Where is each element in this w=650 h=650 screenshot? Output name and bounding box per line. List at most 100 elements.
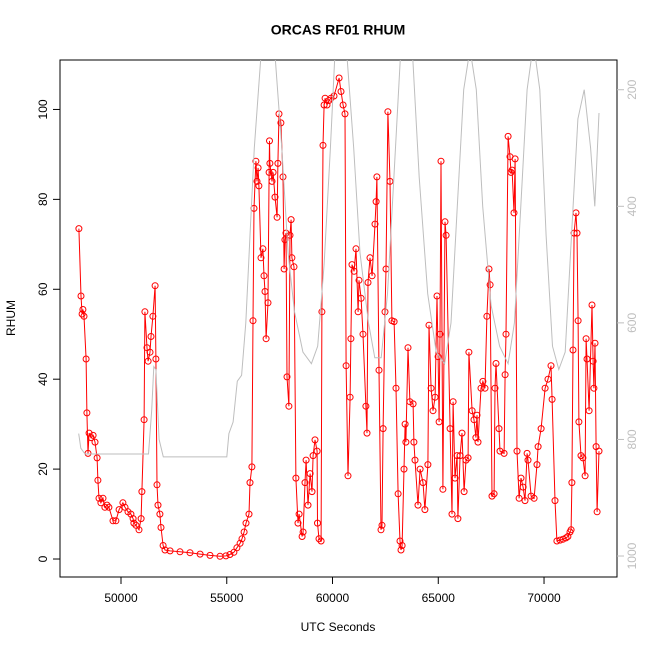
data-point [82,355,90,363]
data-point [299,528,307,536]
data-point [473,411,481,419]
data-point [141,308,149,316]
data-point [446,425,454,433]
data-point [372,198,380,206]
data-point [409,400,417,408]
data-point [373,173,381,181]
data-point [311,436,319,444]
plot-area [75,60,603,560]
data-point [233,544,241,552]
data-point [396,537,404,545]
data-point [465,348,473,356]
data-point [273,213,281,221]
data-point [350,267,358,275]
data-point [519,483,527,491]
data-point [453,452,461,460]
data-point [222,552,230,560]
data-point [129,515,137,523]
data-point [320,101,328,109]
y2-tick-label: 800 [625,429,639,449]
data-point [260,272,268,280]
data-point [85,429,93,437]
y2-tick-label: 1000 [625,542,639,569]
data-point [366,254,374,262]
data-point [79,306,87,313]
data-point [105,503,113,511]
data-point [492,360,500,367]
data-point [137,515,145,523]
data-point [553,537,561,545]
data-point [119,499,127,507]
data-point [317,537,325,545]
data-point [537,425,545,433]
data-point [91,438,99,446]
data-point [140,416,148,424]
data-point [500,449,508,457]
data-point [501,371,509,379]
y2-tick-label: 600 [625,313,639,333]
data-point [77,292,85,300]
data-point [588,301,596,309]
data-point [368,272,376,280]
data-point [249,317,257,325]
data-point [364,279,372,286]
data-point [524,456,532,464]
data-point [257,254,265,262]
data-point [442,231,450,239]
data-point [109,517,117,525]
data-point [138,488,146,496]
data-point [378,521,386,529]
data-point [504,132,512,140]
data-point [510,209,518,217]
data-point [264,299,272,307]
data-point [319,141,327,149]
data-point [384,108,392,116]
x-tick-label: 65000 [422,591,456,605]
data-point [508,166,516,174]
data-point [402,438,410,446]
data-point [339,101,347,109]
x-tick-label: 50000 [104,591,138,605]
data-point [99,494,107,502]
data-point [290,263,298,271]
x-tick-label: 55000 [210,591,244,605]
data-point [414,501,422,509]
data-point [314,519,321,527]
data-point [590,384,598,392]
data-point [94,476,102,484]
data-point [591,339,599,347]
data-point [515,494,523,502]
data-point [144,357,152,365]
data-point [323,101,331,109]
data-point [254,164,262,172]
data-point [437,157,445,165]
data-point [346,393,354,401]
data-point [149,312,157,320]
data-point [352,245,360,253]
data-point [574,317,582,325]
data-point [419,479,427,487]
data-point [398,542,406,549]
data-point [431,393,439,401]
data-point [427,384,435,392]
data-point [451,474,459,482]
data-point [567,526,575,534]
data-point [112,517,120,525]
data-point [474,438,482,446]
data-point [454,515,462,523]
data-point [261,288,269,295]
data-point [575,418,583,426]
data-point [80,312,88,320]
data-point [135,526,143,534]
data-point [556,536,564,544]
data-point [424,461,432,469]
data-point [130,519,138,527]
data-point [429,407,437,415]
data-point [341,110,349,118]
data-point [362,402,370,410]
data-point [547,362,555,370]
data-point [285,402,293,410]
data-point [583,355,591,363]
data-point [581,472,589,480]
data-point [318,308,326,316]
